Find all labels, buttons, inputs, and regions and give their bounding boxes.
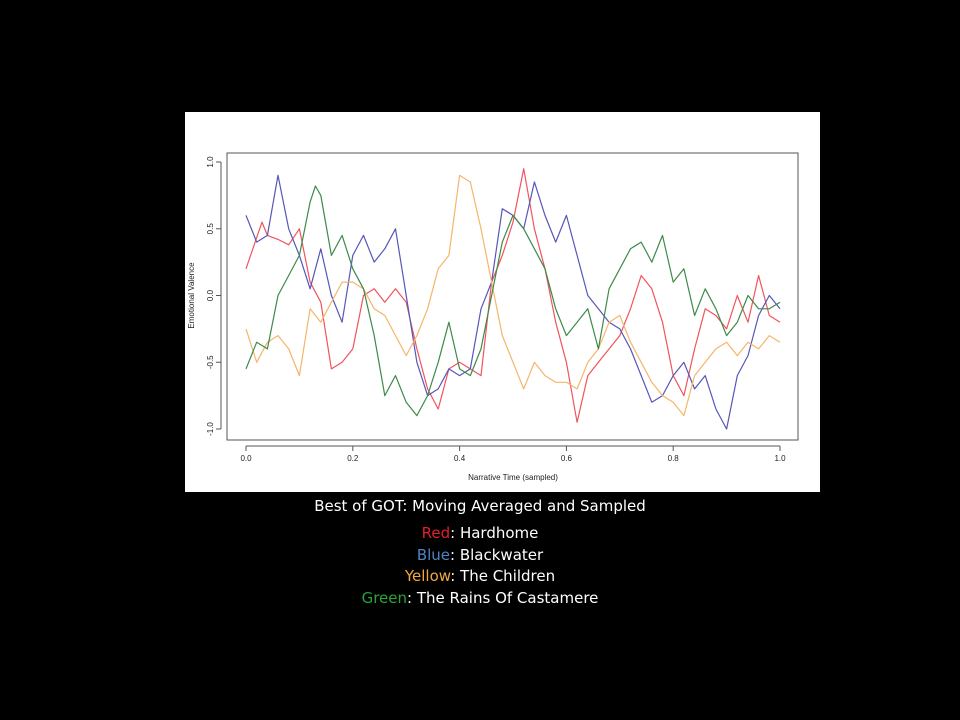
y-tick-label: 1.0	[206, 156, 215, 168]
y-tick-label: -0.5	[206, 355, 215, 369]
legend-series-name: The Children	[460, 567, 556, 585]
line-chart: 0.0 0.2 0.4 0.6 0.8 1.0 -1.0 -0.5 0.0 0.5 1.0 Narra…	[187, 152, 799, 482]
series-line-hardhome	[245, 168, 781, 423]
legend-color-word: Green	[361, 588, 408, 607]
legend-series-name: The Rains Of Castamere	[416, 588, 599, 607]
x-tick-label: 0.2	[347, 454, 359, 463]
legend-color-word: Blue	[416, 545, 451, 564]
legend-color-word: Yellow	[404, 567, 451, 585]
x-tick-label: 0.6	[561, 454, 573, 463]
legend-series-name: Blackwater	[459, 545, 544, 564]
y-tick-label: 0.5	[206, 223, 215, 235]
legend-color-word: Red	[421, 524, 451, 542]
plot-panel: 0.0 0.2 0.4 0.6 0.8 1.0 -1.0 -0.5 0.0 0.5 1.0 Narra…	[185, 112, 820, 492]
x-tick-label: 0.0	[240, 454, 252, 463]
series-line-the-children	[245, 174, 781, 417]
y-axis-title: Emotional Valence	[187, 262, 196, 329]
legend-entry-the-children: Yellow: The Children	[0, 566, 960, 588]
legend-entry-rains-of-castamere: Green: The Rains Of Castamere	[0, 588, 960, 610]
y-tick-label: 0.0	[206, 289, 215, 301]
legend-series-name: Hardhome	[459, 524, 539, 542]
legend-separator: :	[450, 545, 460, 564]
legend-separator: :	[407, 588, 417, 607]
x-tick-label: 1.0	[774, 454, 786, 463]
legend-entry-hardhome: Red: Hardhome	[0, 523, 960, 545]
y-tick-label: -1.0	[206, 422, 215, 436]
caption-title: Best of GOT: Moving Averaged and Sampled	[314, 497, 646, 515]
x-tick-label: 0.8	[668, 454, 680, 463]
x-axis-title: Narrative Time (sampled)	[468, 473, 558, 482]
legend-separator: :	[450, 567, 461, 585]
legend-separator: :	[450, 524, 460, 542]
plot-frame	[226, 152, 799, 441]
legend-entry-blackwater: Blue: Blackwater	[0, 545, 960, 567]
x-tick-label: 0.4	[454, 454, 466, 463]
caption-block: Best of GOT: Moving Averaged and Sampled…	[0, 497, 960, 609]
series-line-the-rains-of-castamere	[245, 185, 781, 417]
